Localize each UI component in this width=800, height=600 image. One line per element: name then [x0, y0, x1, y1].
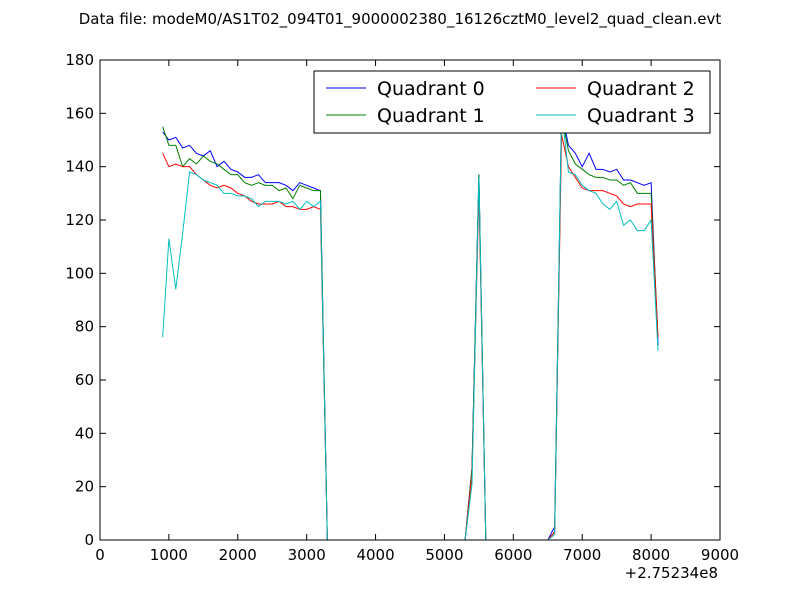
- x-tick-label: 8000: [632, 546, 670, 564]
- y-tick-label: 40: [75, 424, 94, 442]
- legend-label-quadrant-2: Quadrant 2: [587, 78, 695, 100]
- y-tick-label: 180: [65, 51, 94, 69]
- chart-title: Data file: modeM0/AS1T02_094T01_90000023…: [79, 10, 722, 29]
- series-line-quadrant-0: [162, 110, 659, 541]
- x-tick-label: 1000: [150, 546, 188, 564]
- x-offset-label: +2.75234e8: [625, 564, 718, 582]
- series-line-quadrant-1: [162, 115, 659, 541]
- x-tick-label: 4000: [356, 546, 394, 564]
- plot-area: [162, 110, 659, 541]
- plot-frame: [99, 59, 721, 541]
- series-line-quadrant-2: [162, 134, 659, 541]
- series-line-quadrant-3: [162, 110, 659, 541]
- y-tick-label: 80: [75, 318, 94, 336]
- legend-label-quadrant-1: Quadrant 1: [377, 105, 485, 127]
- x-tick-label: 6000: [494, 546, 532, 564]
- x-tick-label: 3000: [288, 546, 326, 564]
- x-tick-label: 5000: [425, 546, 463, 564]
- y-tick-label: 160: [65, 104, 94, 122]
- y-tick-label: 60: [75, 371, 94, 389]
- y-tick-label: 140: [65, 158, 94, 176]
- y-tick-label: 0: [84, 531, 94, 549]
- x-tick-label: 7000: [563, 546, 601, 564]
- x-tick-label: 0: [95, 546, 105, 564]
- x-tick-label: 2000: [219, 546, 257, 564]
- legend-label-quadrant-0: Quadrant 0: [377, 78, 485, 100]
- x-axis: 0 1000 2000 3000 4000 5000 6000 7000 8000 9000: [95, 60, 739, 564]
- x-tick-label: 9000: [701, 546, 739, 564]
- y-tick-label: 100: [65, 264, 94, 282]
- legend-label-quadrant-3: Quadrant 3: [587, 105, 695, 127]
- legend: Quadrant 0 Quadrant 1 Quadrant 2 Quadrant 3: [313, 70, 711, 134]
- y-tick-label: 120: [65, 211, 94, 229]
- y-tick-label: 20: [75, 478, 94, 496]
- legend-box: [313, 70, 711, 134]
